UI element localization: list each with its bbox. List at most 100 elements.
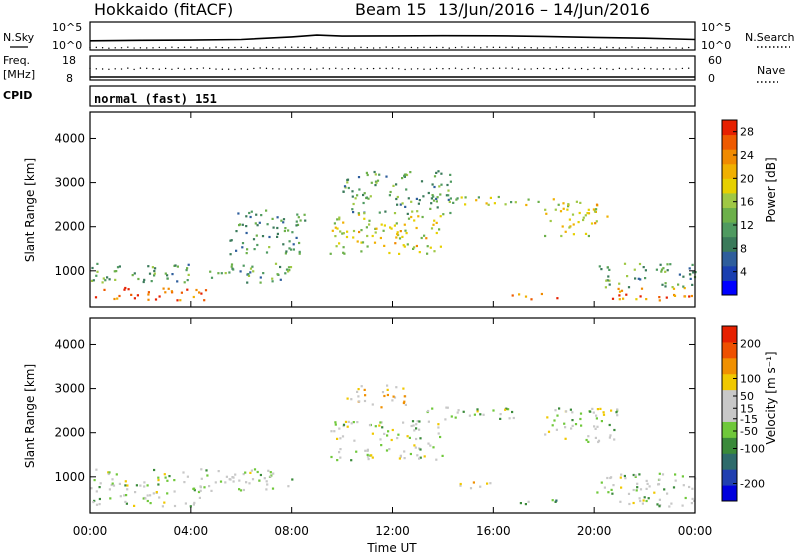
heatmap-cell: [244, 471, 247, 474]
heatmap-cell: [163, 501, 166, 504]
heatmap-cell: [619, 500, 622, 503]
heatmap-cell: [388, 194, 391, 197]
heatmap-cell: [230, 239, 233, 242]
heatmap-cell: [670, 502, 673, 505]
beam-label: Beam 15: [355, 0, 427, 19]
heatmap-cell: [166, 479, 169, 482]
heatmap-cell: [569, 408, 572, 411]
heatmap-cell: [299, 219, 302, 222]
heatmap-cell: [230, 263, 234, 266]
heatmap-cell: [620, 473, 623, 476]
heatmap-cell: [427, 420, 430, 423]
heatmap-cell: [431, 194, 434, 197]
heatmap-cell: [442, 213, 445, 216]
heatmap-cell: [433, 219, 436, 222]
heatmap-cell: [239, 270, 242, 273]
heatmap-cell: [429, 207, 432, 210]
heatmap-cell: [224, 481, 227, 484]
heatmap-cell: [192, 295, 195, 299]
heatmap-cell: [109, 497, 112, 500]
heatmap-cell: [435, 200, 438, 203]
heatmap-cell: [410, 215, 413, 219]
heatmap-cell: [118, 294, 121, 298]
heatmap-cell: [186, 288, 189, 291]
heatmap-cell: [571, 419, 574, 422]
heatmap-cell: [403, 245, 406, 248]
nave-point: [322, 67, 324, 69]
heatmap-cell: [371, 234, 374, 238]
nave-point: [669, 68, 671, 70]
heatmap-cell: [655, 268, 658, 271]
colorbar-segment: [722, 421, 737, 438]
heatmap-cell: [154, 298, 158, 301]
heatmap-cell: [597, 439, 601, 442]
heatmap-cell: [574, 423, 578, 426]
x-tick-label: 00:00: [73, 524, 108, 538]
heatmap-cell: [567, 205, 570, 208]
nsearch-point: [517, 47, 520, 49]
heatmap-cell: [187, 273, 190, 276]
nsearch-point: [101, 47, 104, 49]
heatmap-cell: [691, 497, 694, 500]
heatmap-cell: [435, 231, 438, 235]
velocity-y-axis: 1000 2000 3000 4000: [54, 337, 695, 484]
heatmap-cell: [360, 229, 363, 232]
heatmap-cell: [107, 472, 110, 476]
heatmap-cell: [386, 434, 389, 437]
heatmap-cell: [108, 278, 111, 281]
nsky-series-line: [89, 34, 696, 42]
nave-point: [284, 68, 287, 70]
colorbar-segment: [722, 192, 737, 208]
nsky-label: N.Sky: [3, 31, 35, 44]
heatmap-cell: [460, 196, 463, 199]
cpid-label: CPID: [3, 89, 32, 102]
heatmap-cell: [347, 186, 350, 190]
heatmap-cell: [346, 397, 349, 400]
heatmap-cell: [638, 262, 642, 266]
nave-point: [618, 67, 621, 70]
heatmap-cell: [636, 486, 639, 489]
nsearch-point: [202, 47, 205, 49]
heatmap-cell: [379, 421, 382, 424]
nsearch-point: [164, 47, 167, 49]
nave-point: [561, 67, 564, 70]
heatmap-cell: [200, 468, 203, 471]
heatmap-cell: [600, 268, 603, 271]
nsearch-point: [171, 46, 173, 48]
heatmap-cell: [437, 170, 440, 173]
heatmap-cell: [356, 390, 359, 393]
heatmap-cell: [199, 486, 202, 489]
heatmap-cell: [677, 283, 680, 286]
heatmap-cell: [592, 208, 595, 211]
heatmap-cell: [568, 218, 571, 221]
heatmap-cell: [249, 471, 252, 474]
heatmap-cell: [560, 234, 563, 238]
heatmap-cell: [295, 236, 298, 239]
heatmap-cell: [455, 198, 458, 201]
heatmap-cell: [462, 410, 465, 413]
colorbar-segment: [722, 120, 737, 136]
heatmap-cell: [544, 234, 547, 238]
heatmap-cell: [379, 438, 382, 441]
colorbar-tick-label: 100: [740, 373, 761, 386]
heatmap-cell: [284, 252, 287, 255]
heatmap-cell: [350, 398, 353, 401]
heatmap-cell: [95, 274, 98, 277]
heatmap-cell: [672, 287, 676, 290]
nsearch-point: [215, 46, 217, 48]
heatmap-cell: [602, 413, 606, 416]
heatmap-cell: [259, 276, 262, 279]
heatmap-cell: [476, 410, 479, 413]
heatmap-cell: [579, 412, 583, 415]
heatmap-cell: [511, 410, 514, 414]
nsearch-point: [612, 46, 614, 49]
heatmap-cell: [374, 173, 377, 176]
heatmap-cell: [95, 503, 99, 506]
heatmap-cell: [147, 298, 150, 301]
power-panel-frame: [89, 111, 696, 308]
heatmap-cell: [192, 503, 195, 506]
heatmap-cell: [152, 492, 155, 495]
heatmap-cell: [383, 244, 386, 247]
heatmap-cell: [380, 444, 383, 447]
nsearch-point: [385, 46, 387, 48]
